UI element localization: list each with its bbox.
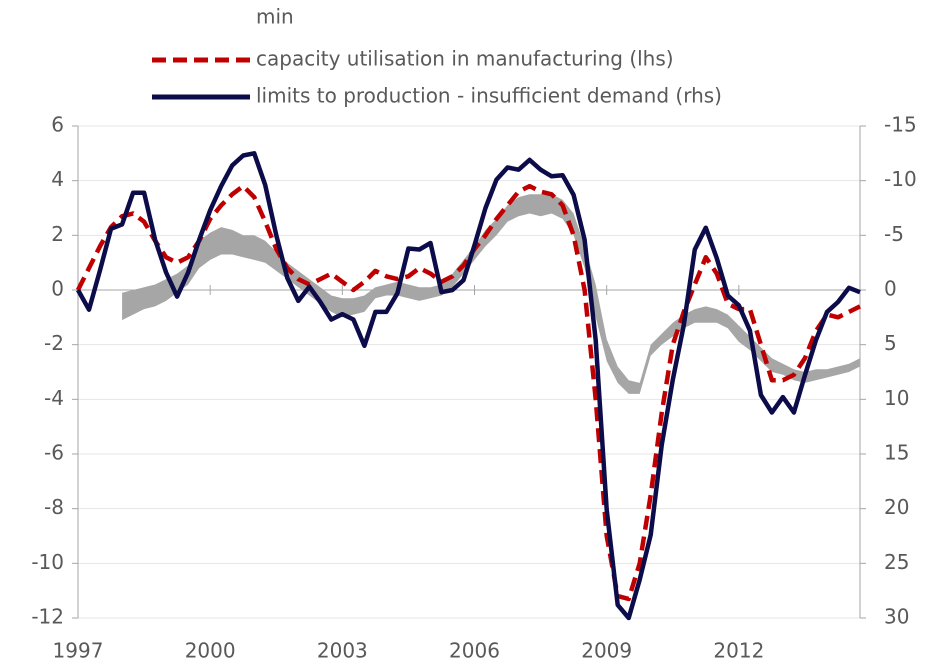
x-tick-label: 2003 xyxy=(317,639,368,663)
y-tick-label: 4 xyxy=(51,167,64,191)
y-tick-label: -12 xyxy=(31,605,64,629)
x-tick-label: 2006 xyxy=(449,639,500,663)
y-tick-label: -6 xyxy=(44,441,64,465)
y-tick-label: 2 xyxy=(51,222,64,246)
x-tick-label: 2012 xyxy=(713,639,764,663)
y2-tick-label: 10 xyxy=(884,386,909,410)
y2-tick-label: 5 xyxy=(884,331,897,355)
legend-label: capacity utilisation in manufacturing (l… xyxy=(256,47,674,71)
x-tick-label: 1997 xyxy=(53,639,104,663)
y2-tick-label: -5 xyxy=(884,222,904,246)
y2-tick-label: -10 xyxy=(884,167,917,191)
line xyxy=(76,151,861,621)
y-tick-label: -2 xyxy=(44,331,64,355)
legend-label: limits to production - insufficient dema… xyxy=(256,84,722,108)
legend-label: min xyxy=(256,5,294,29)
y2-tick-label: 30 xyxy=(884,605,909,629)
y-tick-label: -4 xyxy=(44,386,64,410)
y-tick-label: 0 xyxy=(51,277,64,301)
y-tick-label: -10 xyxy=(31,550,64,574)
y-tick-label: -8 xyxy=(44,495,64,519)
x-tick-label: 2000 xyxy=(185,639,236,663)
y2-tick-label: 15 xyxy=(884,441,909,465)
y2-tick-label: 0 xyxy=(884,277,897,301)
y2-tick-label: -15 xyxy=(884,113,917,137)
line xyxy=(75,183,862,602)
y2-tick-label: 25 xyxy=(884,550,909,574)
y2-tick-label: 20 xyxy=(884,495,909,519)
y-tick-label: 6 xyxy=(51,113,64,137)
band xyxy=(122,194,861,394)
x-tick-label: 2009 xyxy=(581,639,632,663)
